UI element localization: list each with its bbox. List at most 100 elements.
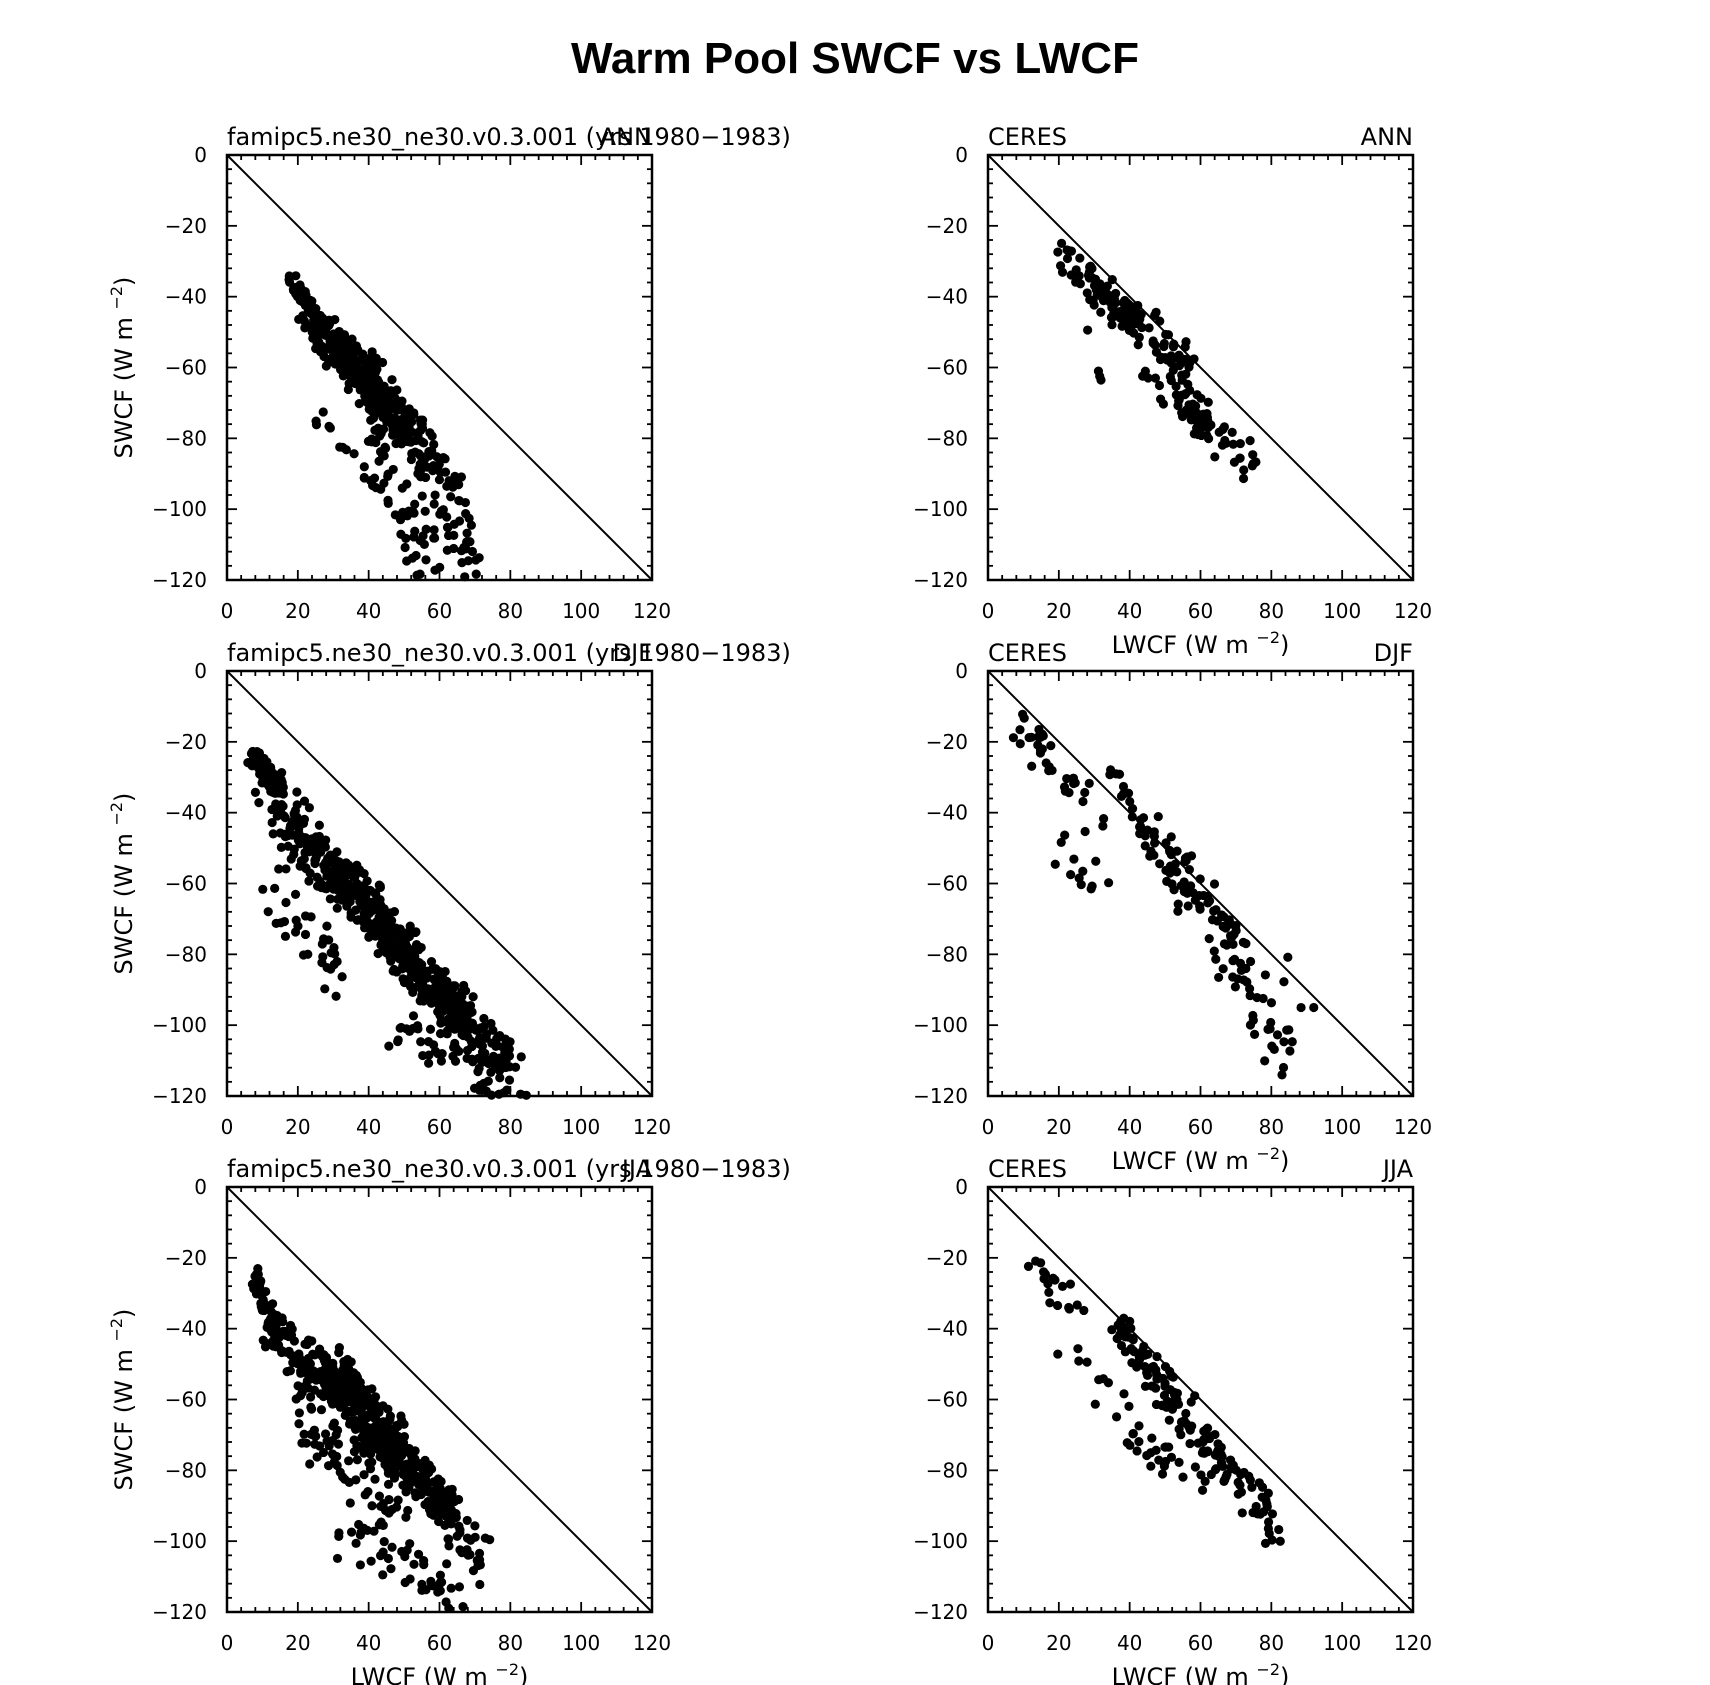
scatter-point: [298, 950, 309, 960]
scatter-point: [321, 1357, 332, 1367]
scatter-point: [278, 789, 288, 799]
scatter-points: [284, 271, 484, 582]
scatter-point: [387, 375, 397, 385]
scatter-point: [383, 1479, 394, 1489]
scatter-point: [429, 989, 439, 999]
scatter-point: [1247, 1482, 1257, 1493]
scatter-point: [374, 456, 384, 466]
scatter-point: [1084, 778, 1094, 788]
scatter-point: [1018, 709, 1028, 719]
scatter-point: [414, 945, 424, 955]
scatter-point: [1263, 1517, 1274, 1527]
scatter-point: [1108, 294, 1118, 304]
scatter-point: [434, 969, 444, 979]
scatter-point: [1090, 1399, 1100, 1409]
scatter-point: [1248, 1015, 1258, 1025]
panel-left-label: famipc5.ne30_ne30.v0.3.001 (yrs 1980−198…: [227, 1155, 791, 1183]
scatter-point: [396, 941, 407, 951]
scatter-point: [314, 328, 324, 338]
scatter-point: [435, 467, 445, 477]
scatter-point: [366, 415, 376, 425]
scatter-point: [380, 442, 390, 452]
scatter-point: [1266, 998, 1277, 1008]
scatter-point: [1189, 429, 1199, 439]
scatter-point: [380, 1505, 391, 1516]
scatter-point: [1247, 461, 1257, 471]
scatter-point: [1079, 1305, 1089, 1316]
scatter-point: [441, 1597, 451, 1607]
scatter-point: [352, 881, 362, 892]
scatter-point: [363, 1487, 373, 1497]
scatter-point: [504, 1075, 515, 1085]
scatter-point: [1052, 1300, 1063, 1311]
scatter-point: [471, 569, 481, 579]
scatter-point: [1166, 832, 1176, 842]
scatter-point: [1056, 837, 1066, 848]
y-tick-label: −120: [913, 1084, 968, 1108]
scatter-point: [467, 1007, 477, 1017]
scatter-point: [1278, 1062, 1289, 1073]
x-tick-label: 0: [221, 1115, 234, 1139]
scatter-point: [1140, 1362, 1150, 1372]
scatter-point: [293, 1381, 303, 1391]
scatter-point: [426, 1464, 437, 1474]
scatter-point: [1265, 1024, 1275, 1034]
scatter-point: [359, 462, 369, 472]
scatter-point: [494, 1089, 504, 1099]
scatter-point: [1165, 371, 1175, 382]
scatter-point: [1053, 247, 1063, 257]
scatter-panel-3: 0 20 40 60 80 100 120 0 −20 −40 −60 −80 −100 −120 fami…: [107, 639, 791, 1139]
scatter-point: [400, 1551, 410, 1562]
scatter-point: [316, 1405, 327, 1415]
y-tick-label: −80: [926, 1458, 968, 1482]
scatter-point: [280, 813, 290, 823]
scatter-point: [339, 351, 349, 361]
scatter-point: [297, 297, 308, 307]
y-tick-label: −120: [913, 1600, 968, 1624]
scatter-point: [1062, 253, 1073, 264]
scatter-point: [488, 1051, 499, 1061]
scatter-point: [495, 1054, 506, 1064]
scatter-point: [462, 1533, 473, 1543]
scatter-point: [1214, 972, 1224, 983]
scatter-point: [385, 395, 395, 406]
scatter-point: [307, 327, 317, 337]
scatter-point: [1287, 1037, 1297, 1047]
y-tick-label: −20: [165, 214, 207, 238]
scatter-point: [1222, 1469, 1232, 1479]
scatter-point: [378, 1547, 388, 1557]
x-axis-label: LWCF (W m −2): [1112, 1660, 1290, 1685]
scatter-point: [1199, 1426, 1209, 1436]
scatter-point: [1078, 796, 1088, 807]
scatter-point: [281, 864, 291, 874]
x-tick-label: 80: [498, 599, 523, 623]
scatter-point: [1134, 1421, 1144, 1431]
scatter-point: [349, 1447, 360, 1457]
scatter-point: [374, 1491, 385, 1501]
scatter-point: [1285, 1046, 1295, 1056]
scatter-point: [402, 956, 412, 966]
scatter-point: [359, 473, 369, 483]
scatter-point: [1060, 830, 1070, 840]
scatter-point: [312, 1452, 322, 1462]
scatter-point: [433, 1587, 443, 1597]
scatter-point: [279, 916, 290, 927]
scatter-point: [389, 929, 399, 939]
scatter-point: [356, 1527, 366, 1537]
scatter-point: [1245, 956, 1256, 967]
scatter-point: [1087, 263, 1097, 274]
scatter-point: [401, 533, 411, 543]
scatter-point: [384, 1494, 394, 1505]
scatter-point: [332, 1553, 343, 1564]
scatter-point: [325, 850, 335, 860]
scatter-point: [333, 864, 343, 874]
scatter-point: [475, 1085, 485, 1095]
scatter-point: [370, 1474, 380, 1484]
scatter-point: [300, 911, 311, 921]
scatter-point: [346, 1527, 357, 1537]
scatter-point: [437, 999, 447, 1010]
scatter-point: [466, 1036, 476, 1046]
scatter-point: [1203, 422, 1213, 433]
scatter-point: [1050, 1275, 1060, 1285]
y-tick-label: −20: [926, 730, 968, 754]
